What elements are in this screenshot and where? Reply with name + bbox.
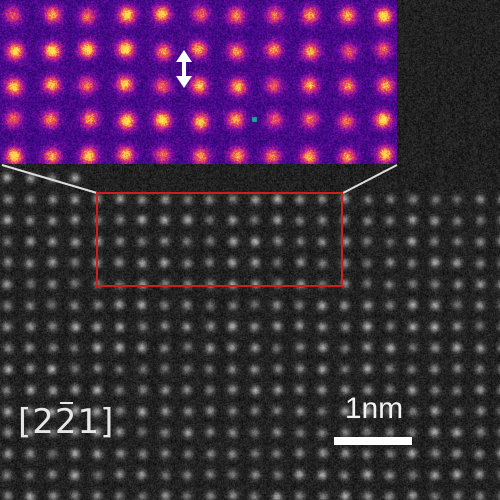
- zone-axis-suffix: 1]: [77, 402, 115, 442]
- zone-axis-label: [221]: [18, 402, 114, 442]
- inset-image: [0, 0, 397, 164]
- false-color-inset: [0, 0, 397, 164]
- scale-bar-label: 1nm: [344, 392, 404, 425]
- scale-bar: [334, 437, 412, 445]
- zone-axis-barred-index: 2: [54, 402, 78, 442]
- zone-axis-prefix: [2: [18, 402, 55, 442]
